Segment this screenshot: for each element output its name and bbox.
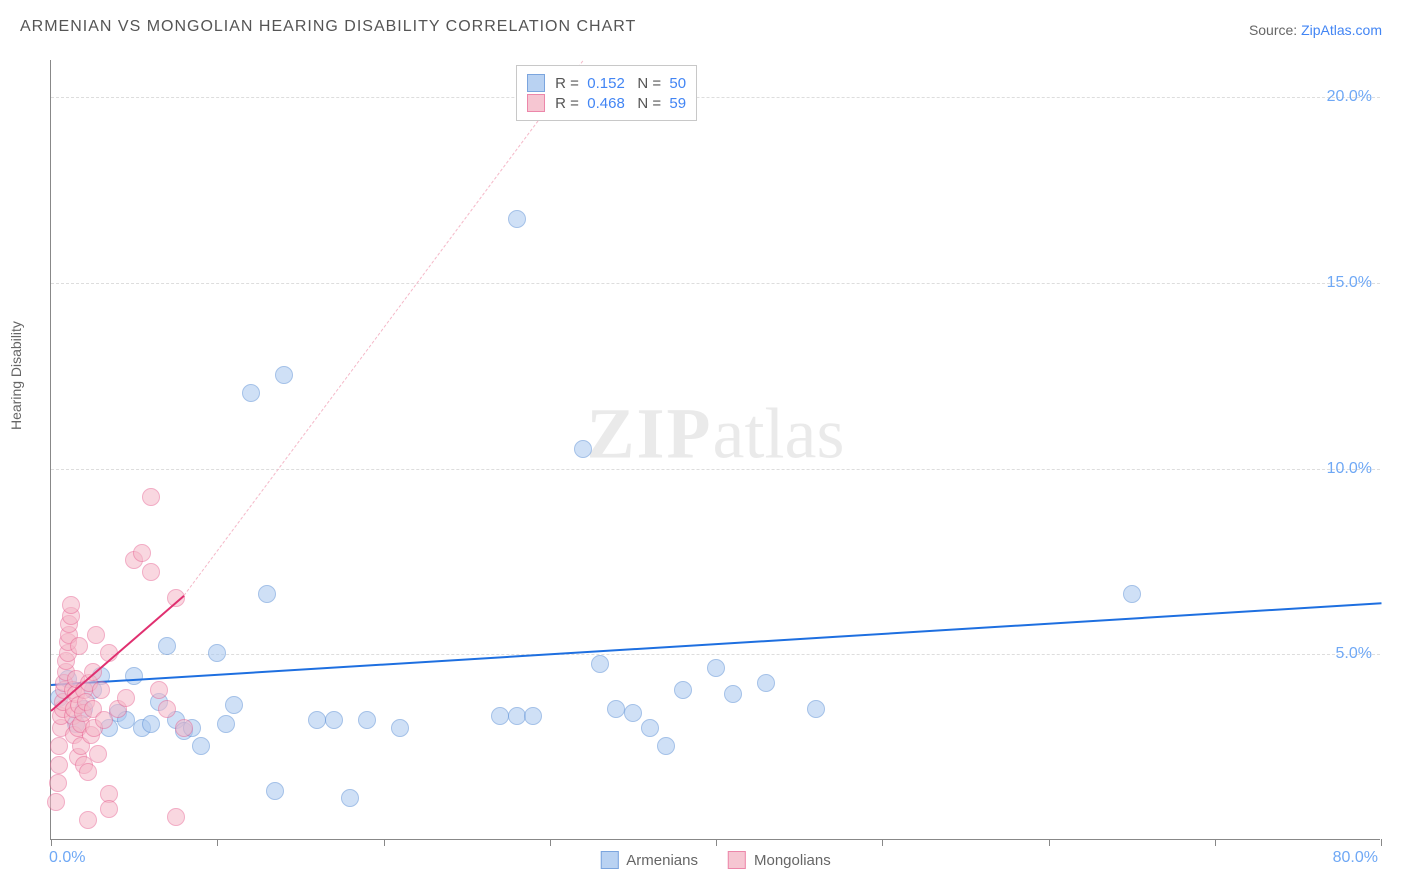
y-tick-label: 10.0% [1327,460,1372,478]
data-point [92,681,110,699]
stats-text: R = 0.468 N = 59 [555,95,686,112]
data-point [807,700,825,718]
data-point [50,737,68,755]
x-axis-label-right: 80.0% [1333,849,1378,867]
data-point [158,700,176,718]
data-point [308,711,326,729]
x-tick [1049,839,1050,846]
x-tick [550,839,551,846]
data-point [142,563,160,581]
legend-swatch [728,851,746,869]
data-point [624,704,642,722]
data-point [325,711,343,729]
data-point [142,715,160,733]
chart-title: ARMENIAN VS MONGOLIAN HEARING DISABILITY… [20,18,636,36]
data-point [757,674,775,692]
gridline-horizontal [51,654,1380,655]
gridline-horizontal [51,283,1380,284]
data-point [87,626,105,644]
legend-bottom: Armenians Mongolians [600,851,830,869]
legend-swatch [600,851,618,869]
x-tick [716,839,717,846]
data-point [574,440,592,458]
x-tick [51,839,52,846]
data-point [341,789,359,807]
data-point [591,655,609,673]
y-tick-label: 15.0% [1327,274,1372,292]
data-point [47,793,65,811]
data-point [167,808,185,826]
y-axis-label: Hearing Disability [8,321,24,430]
watermark-text: ZIPatlas [587,392,845,475]
x-axis-label-left: 0.0% [49,849,85,867]
legend-label: Armenians [626,852,698,869]
data-point [117,689,135,707]
plot-area: ZIPatlas ArmeniansMongolians 5.0%10.0%15… [50,60,1380,840]
data-point [70,637,88,655]
data-point [79,763,97,781]
data-point [192,737,210,755]
data-point [674,681,692,699]
data-point [508,210,526,228]
legend-label: Mongolians [754,852,831,869]
data-point [266,782,284,800]
data-point [524,707,542,725]
data-point [724,685,742,703]
legend-swatch [527,74,545,92]
data-point [79,811,97,829]
data-point [158,637,176,655]
data-point [49,774,67,792]
stats-row: R = 0.468 N = 59 [527,94,686,112]
stats-legend: R = 0.152 N = 50 R = 0.468 N = 59 [516,65,697,121]
x-tick [384,839,385,846]
data-point [508,707,526,725]
trend-line [184,60,584,595]
data-point [242,384,260,402]
watermark-bold: ZIP [587,393,713,473]
source-prefix: Source: [1249,22,1301,38]
x-tick [1381,839,1382,846]
gridline-horizontal [51,469,1380,470]
data-point [641,719,659,737]
data-point [217,715,235,733]
y-tick-label: 20.0% [1327,88,1372,106]
source-attribution: Source: ZipAtlas.com [1249,22,1382,38]
data-point [275,366,293,384]
x-tick [882,839,883,846]
gridline-horizontal [51,97,1380,98]
data-point [607,700,625,718]
data-point [1123,585,1141,603]
legend-swatch [527,94,545,112]
data-point [208,644,226,662]
legend-item: Mongolians [728,851,831,869]
stats-text: R = 0.152 N = 50 [555,75,686,92]
data-point [258,585,276,603]
data-point [707,659,725,677]
data-point [89,745,107,763]
stats-row: R = 0.152 N = 50 [527,74,686,92]
data-point [62,596,80,614]
data-point [391,719,409,737]
legend-item: Armenians [600,851,698,869]
data-point [491,707,509,725]
data-point [50,756,68,774]
data-point [133,544,151,562]
watermark-light: atlas [713,393,845,473]
y-tick-label: 5.0% [1336,645,1372,663]
source-link[interactable]: ZipAtlas.com [1301,22,1382,38]
data-point [225,696,243,714]
data-point [142,488,160,506]
data-point [358,711,376,729]
data-point [100,800,118,818]
data-point [150,681,168,699]
x-tick [1215,839,1216,846]
data-point [175,719,193,737]
data-point [125,667,143,685]
x-tick [217,839,218,846]
data-point [657,737,675,755]
